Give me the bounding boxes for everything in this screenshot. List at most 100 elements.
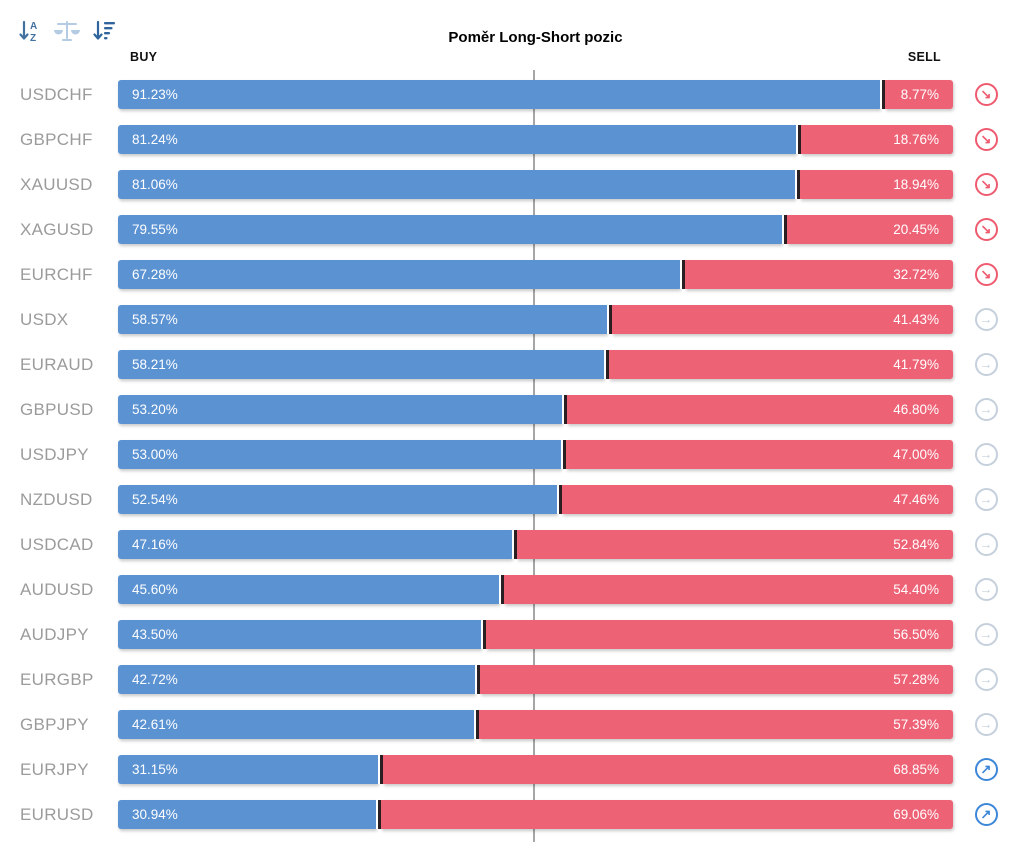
sell-percentage: 68.85% bbox=[893, 762, 939, 777]
signal-arrow-glyph: → bbox=[979, 581, 993, 597]
pair-row-usdx: USDX 58.57% 41.43% → bbox=[0, 297, 1019, 342]
buy-percentage: 81.06% bbox=[132, 177, 178, 192]
signal-icon[interactable]: ↘ bbox=[974, 173, 998, 196]
signal-icon[interactable]: → bbox=[974, 578, 998, 601]
signal-icon[interactable]: → bbox=[974, 488, 998, 511]
signal-arrow-glyph: → bbox=[979, 536, 993, 552]
bar-gap bbox=[604, 350, 607, 379]
bar-gap bbox=[560, 440, 563, 469]
sell-bar: 18.76% bbox=[801, 125, 953, 154]
pair-label: EURGBP bbox=[20, 669, 94, 689]
pair-row-eurjpy: EURJPY 31.15% 68.85% ↗ bbox=[0, 747, 1019, 792]
sort-amount-button[interactable] bbox=[90, 18, 118, 46]
signal-icon[interactable]: → bbox=[974, 713, 998, 736]
pair-row-usdjpy: USDJPY 53.00% 47.00% → bbox=[0, 432, 1019, 477]
pair-row-gbpchf: GBPCHF 81.24% 18.76% ↘ bbox=[0, 117, 1019, 162]
bar-track: 42.72% 57.28% bbox=[118, 665, 953, 694]
bar-track: 47.16% 52.84% bbox=[118, 530, 953, 559]
signal-icon[interactable]: ↗ bbox=[974, 803, 998, 826]
bar-divider bbox=[606, 350, 610, 379]
pair-label: GBPCHF bbox=[20, 129, 93, 149]
signal-arrow-glyph: → bbox=[979, 626, 993, 642]
sell-percentage: 47.00% bbox=[893, 447, 939, 462]
buy-bar: 52.54% bbox=[118, 485, 557, 514]
chart-body: USDCHF 91.23% 8.77% ↘ GBPCHF 81.24% 1 bbox=[0, 70, 1019, 842]
buy-percentage: 43.50% bbox=[132, 627, 178, 642]
buy-bar: 45.60% bbox=[118, 575, 499, 604]
sell-bar: 57.28% bbox=[479, 665, 953, 694]
pair-label: XAUUSD bbox=[20, 174, 93, 194]
pair-label: NZDUSD bbox=[20, 489, 93, 509]
signal-icon[interactable]: → bbox=[974, 623, 998, 646]
pair-label: GBPJPY bbox=[20, 714, 89, 734]
sort-alpha-button[interactable]: A Z bbox=[16, 18, 44, 46]
signal-icon[interactable]: ↘ bbox=[974, 218, 998, 241]
signal-arrow-glyph: ↗ bbox=[980, 761, 992, 777]
sell-bar: 47.46% bbox=[561, 485, 953, 514]
sell-bar: 54.40% bbox=[503, 575, 953, 604]
sell-percentage: 41.43% bbox=[893, 312, 939, 327]
signal-cell: → bbox=[953, 488, 1019, 511]
signal-cell: ↘ bbox=[953, 218, 1019, 241]
bar-track: 52.54% 47.46% bbox=[118, 485, 953, 514]
signal-cell: → bbox=[953, 623, 1019, 646]
balance-button[interactable] bbox=[53, 18, 81, 46]
signal-icon[interactable]: → bbox=[974, 533, 998, 556]
signal-icon[interactable]: → bbox=[974, 668, 998, 691]
signal-cell: ↘ bbox=[953, 173, 1019, 196]
signal-arrow-glyph: → bbox=[979, 401, 993, 417]
column-headers: BUY SELL bbox=[118, 50, 953, 64]
buy-percentage: 79.55% bbox=[132, 222, 178, 237]
svg-text:Z: Z bbox=[30, 33, 36, 44]
sell-bar: 47.00% bbox=[565, 440, 953, 469]
pair-row-nzdusd: NZDUSD 52.54% 47.46% → bbox=[0, 477, 1019, 522]
signal-icon[interactable]: → bbox=[974, 398, 998, 421]
column-header-sell: SELL bbox=[907, 50, 941, 64]
buy-bar: 53.20% bbox=[118, 395, 563, 424]
pair-label: EURUSD bbox=[20, 804, 94, 824]
signal-icon[interactable]: ↗ bbox=[974, 758, 998, 781]
pair-label: AUDJPY bbox=[20, 624, 89, 644]
sell-percentage: 18.76% bbox=[893, 132, 939, 147]
signal-arrow-glyph: ↗ bbox=[980, 806, 992, 822]
signal-icon[interactable]: → bbox=[974, 353, 998, 376]
signal-cell: ↘ bbox=[953, 263, 1019, 286]
bar-divider bbox=[476, 665, 480, 694]
signal-icon[interactable]: → bbox=[974, 443, 998, 466]
bar-divider bbox=[609, 305, 613, 334]
bar-track: 58.21% 41.79% bbox=[118, 350, 953, 379]
bar-track: 31.15% 68.85% bbox=[118, 755, 953, 784]
signal-icon[interactable]: ↘ bbox=[974, 83, 998, 106]
buy-percentage: 53.00% bbox=[132, 447, 178, 462]
buy-bar: 67.28% bbox=[118, 260, 680, 289]
pair-row-eurusd: EURUSD 30.94% 69.06% ↗ bbox=[0, 792, 1019, 837]
buy-percentage: 53.20% bbox=[132, 402, 178, 417]
signal-cell: → bbox=[953, 443, 1019, 466]
bar-track: 53.00% 47.00% bbox=[118, 440, 953, 469]
pair-label: XAGUSD bbox=[20, 219, 94, 239]
buy-percentage: 42.61% bbox=[132, 717, 178, 732]
signal-icon[interactable]: ↘ bbox=[974, 128, 998, 151]
pair-row-audusd: AUDUSD 45.60% 54.40% → bbox=[0, 567, 1019, 612]
pair-label: EURJPY bbox=[20, 759, 89, 779]
signal-arrow-glyph: ↘ bbox=[980, 266, 992, 282]
pair-label: EURCHF bbox=[20, 264, 93, 284]
signal-icon[interactable]: → bbox=[974, 308, 998, 331]
buy-bar: 58.57% bbox=[118, 305, 608, 334]
signal-arrow-glyph: ↘ bbox=[980, 86, 992, 102]
buy-percentage: 58.21% bbox=[132, 357, 178, 372]
signal-cell: → bbox=[953, 578, 1019, 601]
bar-gap bbox=[556, 485, 559, 514]
buy-bar: 30.94% bbox=[118, 800, 377, 829]
signal-icon[interactable]: ↘ bbox=[974, 263, 998, 286]
pair-row-usdcad: USDCAD 47.16% 52.84% → bbox=[0, 522, 1019, 567]
pair-row-audjpy: AUDJPY 43.50% 56.50% → bbox=[0, 612, 1019, 657]
sell-percentage: 41.79% bbox=[893, 357, 939, 372]
bar-divider bbox=[475, 710, 479, 739]
sort-amount-icon bbox=[91, 18, 117, 47]
sell-percentage: 46.80% bbox=[893, 402, 939, 417]
rows-container: USDCHF 91.23% 8.77% ↘ GBPCHF 81.24% 1 bbox=[0, 72, 1019, 837]
signal-arrow-glyph: → bbox=[979, 671, 993, 687]
pair-row-gbpusd: GBPUSD 53.20% 46.80% → bbox=[0, 387, 1019, 432]
bar-track: 43.50% 56.50% bbox=[118, 620, 953, 649]
